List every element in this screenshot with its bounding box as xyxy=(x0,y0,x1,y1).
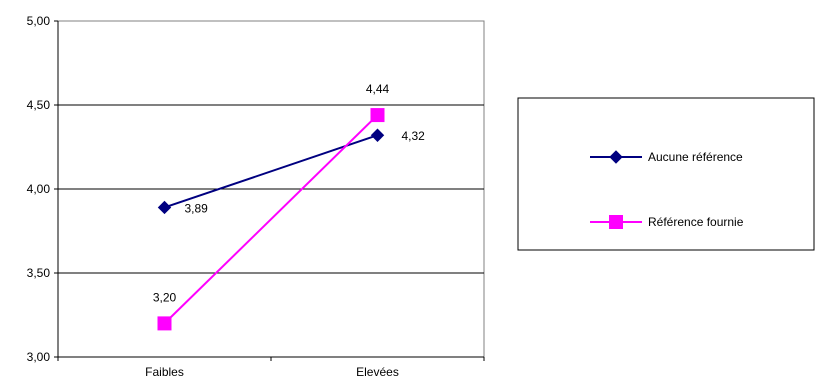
x-tick-label: Faibles xyxy=(145,365,184,379)
y-tick-label: 3,00 xyxy=(27,350,51,364)
data-label: 4,44 xyxy=(366,82,390,96)
legend-label: Aucune référence xyxy=(648,150,743,164)
series-line xyxy=(163,114,379,325)
square-point xyxy=(157,316,172,331)
series-2 xyxy=(157,108,385,331)
series-layer xyxy=(157,108,385,331)
legend-square-marker xyxy=(609,215,623,229)
data-labels: 3,89 4,32 3,20 4,44 xyxy=(153,82,425,304)
data-label: 3,20 xyxy=(153,290,177,304)
data-label: 3,89 xyxy=(185,201,209,215)
square-point xyxy=(370,108,385,123)
y-tick-label: 3,50 xyxy=(27,266,51,280)
x-tick-label: Elevées xyxy=(356,365,399,379)
diamond-point xyxy=(370,128,385,142)
legend-diamond-marker xyxy=(609,150,623,164)
data-label: 4,32 xyxy=(402,129,426,143)
legend-item: Référence fournie xyxy=(590,215,744,229)
y-tick-label: 4,50 xyxy=(27,98,51,112)
legend-item: Aucune référence xyxy=(590,150,743,164)
x-axis-tick-labels: Faibles Elevées xyxy=(57,357,485,379)
legend: Aucune référence Référence fournie xyxy=(517,97,815,251)
legend-label: Référence fournie xyxy=(648,215,744,229)
legend-box xyxy=(517,97,815,251)
y-tick-label: 4,00 xyxy=(27,182,51,196)
series-1 xyxy=(157,128,385,215)
series-line xyxy=(164,134,378,209)
gridlines xyxy=(58,104,484,274)
y-axis-tick-labels: 3,00 3,50 4,00 4,50 5,00 xyxy=(27,14,58,364)
y-tick-label: 5,00 xyxy=(27,14,51,28)
diamond-point xyxy=(157,200,172,215)
